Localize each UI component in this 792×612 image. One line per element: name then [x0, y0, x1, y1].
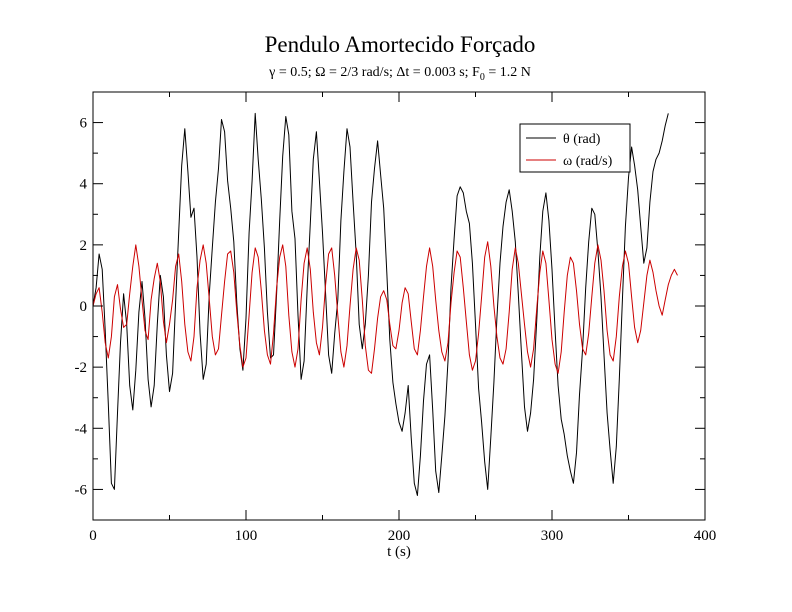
legend-label-omega: ω (rad/s) — [563, 154, 613, 169]
x-tick-label: 200 — [388, 528, 411, 544]
subtitle-omega-symbol: Ω — [315, 65, 325, 80]
subtitle-delta-symbol: Δ — [396, 65, 405, 80]
y-tick-label: -2 — [75, 360, 88, 376]
x-tick-label: 300 — [541, 528, 564, 544]
plot-frame — [92, 91, 706, 521]
x-tick-label: 100 — [235, 528, 258, 544]
legend-label-theta: θ (rad) — [563, 132, 601, 147]
subtitle-gamma-symbol: γ — [268, 65, 275, 80]
series-line-theta — [92, 112, 669, 496]
y-tick-label: 6 — [80, 116, 88, 132]
legend: θ (rad) ω (rad/s) — [519, 123, 631, 173]
subtitle-dt-value: t = 0.003 s; F — [405, 65, 480, 80]
x-tick-label: 0 — [89, 528, 97, 544]
series-line-omega — [92, 241, 678, 374]
legend-box — [519, 123, 631, 173]
subtitle-f-subscript: 0 — [480, 72, 485, 83]
chart-subtitle: γ = 0.5; Ω = 2/3 rad/s; Δt = 0.003 s; F0… — [268, 65, 531, 83]
chart-title: Pendulo Amortecido Forçado — [265, 32, 536, 57]
ticks-layer: 0 100 200 300 400 -6 -4 -2 0 2 4 6 — [75, 92, 717, 544]
subtitle-f-value: = 1.2 N — [485, 65, 531, 80]
subtitle-gamma-value: = 0.5; — [275, 65, 315, 80]
y-tick-label: -6 — [75, 482, 88, 498]
y-tick-label: -4 — [75, 421, 88, 437]
series-layer — [92, 112, 678, 496]
y-tick-label: 4 — [80, 177, 88, 193]
y-tick-label: 2 — [80, 238, 88, 254]
y-tick-label: 0 — [80, 299, 88, 315]
subtitle-omega-value: = 2/3 rad/s; — [326, 65, 397, 80]
x-tick-label: 400 — [694, 528, 717, 544]
x-axis-label: t (s) — [387, 544, 411, 560]
